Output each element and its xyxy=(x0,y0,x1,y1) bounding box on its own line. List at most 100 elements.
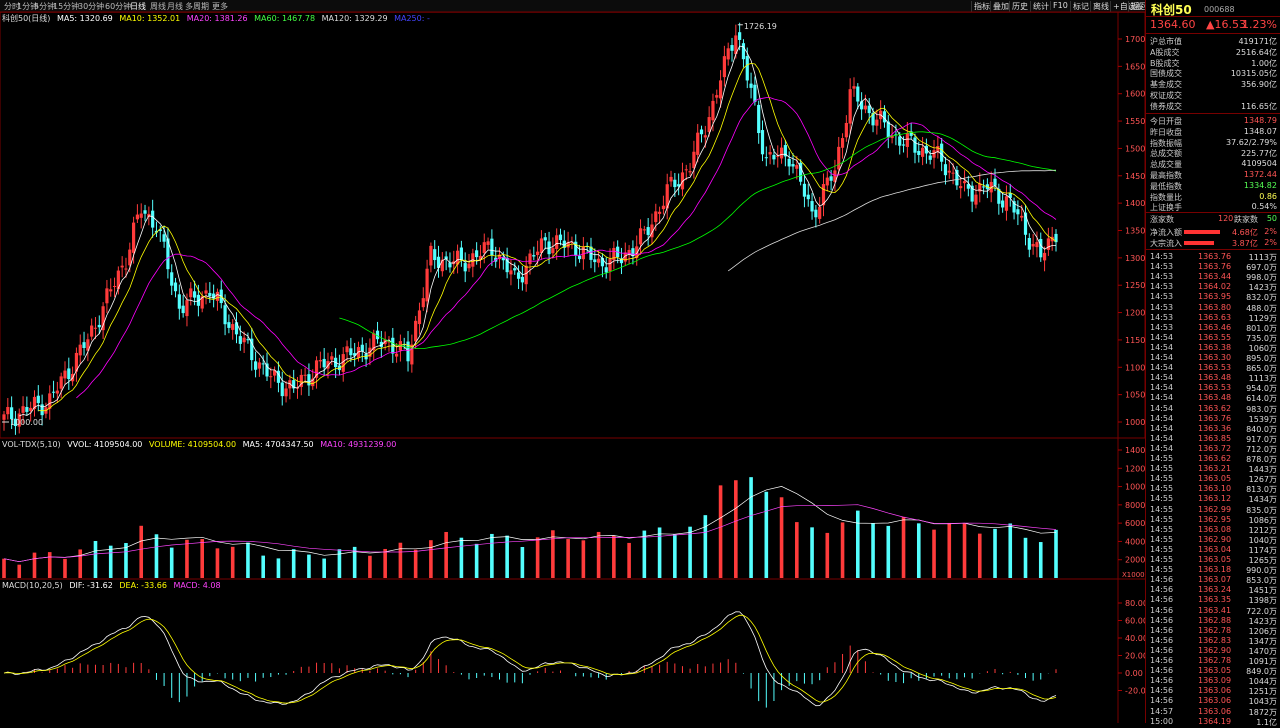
stat-value: 4109504 xyxy=(1241,159,1277,169)
candle-body xyxy=(330,356,334,360)
tick-volume: 1423万 xyxy=(1248,283,1277,293)
toolbar-button-0[interactable]: 指标 xyxy=(971,1,992,12)
period-tab-7[interactable]: 周线 xyxy=(150,2,166,11)
toolbar-button-2[interactable]: 历史 xyxy=(1009,1,1030,12)
candle-body xyxy=(63,370,67,379)
tick-price: 1362.90 xyxy=(1198,534,1232,544)
candle-body xyxy=(307,374,311,386)
tick-volume: 1044万 xyxy=(1248,677,1277,687)
candle-body xyxy=(840,138,845,148)
volume-chart-title: VOL-TDX(5,10) VVOL: 4109504.00 VOLUME: 4… xyxy=(2,440,400,449)
period-tab-1[interactable]: 1分钟 xyxy=(17,2,39,11)
period-tab-8[interactable]: 月线 xyxy=(167,2,183,11)
tick-price: 1363.12 xyxy=(1198,494,1232,504)
candle-body xyxy=(349,348,353,356)
stat-label: 今日开盘 xyxy=(1150,117,1182,126)
candle-body xyxy=(749,83,753,88)
macd-axis-label: 40.00 xyxy=(1125,634,1145,643)
candle-body xyxy=(36,395,40,404)
candle-body xyxy=(410,344,414,365)
ma60-value: MA60: 1467.78 xyxy=(254,14,316,23)
tick-price: 1363.80 xyxy=(1198,302,1232,312)
candle-body xyxy=(635,246,639,259)
toolbar-button-6[interactable]: 离线 xyxy=(1090,1,1111,12)
market-stat-row: 债券成交 116.65亿 xyxy=(1146,101,1279,112)
candle-body xyxy=(745,56,749,81)
candle-body xyxy=(673,179,677,188)
tick-row: 14:54 1363.36 840.0万 xyxy=(1146,424,1279,435)
stat-value: 2516.64亿 xyxy=(1235,47,1277,57)
candle-body xyxy=(67,368,71,380)
tick-volume: 712.0万 xyxy=(1246,444,1277,454)
candle-body xyxy=(703,135,707,138)
candle-body xyxy=(40,404,44,416)
stat-label: 债券成交 xyxy=(1150,101,1182,111)
tick-volume: 1398万 xyxy=(1248,596,1277,606)
toolbar-button-4[interactable]: F10 xyxy=(1050,1,1070,10)
vol-axis-label: 10000 xyxy=(1125,483,1145,492)
toolbar-button-1[interactable]: 叠加 xyxy=(990,1,1011,12)
candle-body xyxy=(223,305,227,325)
candle-body xyxy=(558,234,563,241)
candle-body xyxy=(1027,238,1031,250)
tick-price: 1363.55 xyxy=(1198,332,1232,342)
candle-body xyxy=(772,154,776,160)
toolbar-button-5[interactable]: 标记 xyxy=(1070,1,1091,12)
stat-value: 1334.82 xyxy=(1243,180,1277,190)
candle-body xyxy=(890,135,894,139)
tick-volume: 835.0万 xyxy=(1246,505,1277,515)
up-count: 120 xyxy=(1218,214,1234,223)
volume-bar xyxy=(32,552,37,578)
candle-body xyxy=(692,151,696,169)
macd-indicator-name: MACD(10,20,5) xyxy=(2,581,63,590)
candle-body xyxy=(940,143,944,162)
ma5-value: MA5: 1320.69 xyxy=(56,14,113,23)
period-tab-9[interactable]: 多周期 xyxy=(185,2,209,11)
period-tab-5[interactable]: 60分钟 xyxy=(105,2,132,11)
volume-bar xyxy=(276,558,281,578)
tick-volume: 1443万 xyxy=(1248,465,1277,475)
period-tab-6[interactable]: 日线 xyxy=(130,2,146,11)
tick-price: 1363.38 xyxy=(1198,342,1232,352)
candle-body xyxy=(265,363,269,377)
toolbar-button-8[interactable]: 返回 xyxy=(1128,1,1149,12)
candle-body xyxy=(234,322,239,335)
tick-time: 14:54 xyxy=(1150,342,1174,352)
candle-body xyxy=(532,255,536,257)
period-tab-2[interactable]: 5分钟 xyxy=(34,2,56,11)
vol-ma10-value: MA10: 4931239.00 xyxy=(320,440,397,449)
candle-body xyxy=(688,171,692,173)
breadth-row: 涨家数 120 跌家数 50 xyxy=(1146,214,1279,225)
tick-price: 1363.62 xyxy=(1198,403,1232,413)
candle-body xyxy=(718,80,723,99)
toolbar-button-3[interactable]: 统计 xyxy=(1030,1,1051,12)
candle-body xyxy=(947,170,951,173)
period-tab-4[interactable]: 30分钟 xyxy=(78,2,105,11)
tick-row: 14:56 1362.78 1091万 xyxy=(1146,656,1279,667)
tick-row: 14:53 1363.76 697.0万 xyxy=(1146,262,1279,273)
period-tab-3[interactable]: 15分钟 xyxy=(53,2,80,11)
volume-bar xyxy=(2,558,6,578)
candle-body xyxy=(116,270,120,290)
price-axis-label: 1300 xyxy=(1125,254,1145,263)
candle-body xyxy=(574,241,578,256)
market-stat-row: A股成交 2516.64亿 xyxy=(1146,47,1279,58)
period-tab-10[interactable]: 更多 xyxy=(212,2,228,11)
tick-row: 14:56 1362.88 1423万 xyxy=(1146,616,1279,627)
kline-chart-canvas[interactable]: 1700 1650 1600 1550 1500 1450 1400 1350 1300 1250… xyxy=(0,0,1145,723)
tick-volume: 1060万 xyxy=(1248,343,1277,353)
period-tab-0[interactable]: 分时 xyxy=(4,2,20,11)
price-axis-label: 1150 xyxy=(1125,336,1145,345)
volume-bar xyxy=(261,555,265,578)
candle-body xyxy=(170,272,174,286)
tick-volume: 801.0万 xyxy=(1246,323,1277,333)
volume-bar xyxy=(810,527,814,578)
price-axis-label: 1250 xyxy=(1125,281,1145,290)
stat-value: 1348.79 xyxy=(1243,116,1277,125)
candle-body xyxy=(764,157,768,159)
tick-price: 1362.78 xyxy=(1198,625,1232,635)
candle-body xyxy=(105,288,109,304)
volume-bar xyxy=(383,548,387,578)
candle-body xyxy=(555,235,559,249)
index-name: 科创50(日线) xyxy=(2,14,51,23)
